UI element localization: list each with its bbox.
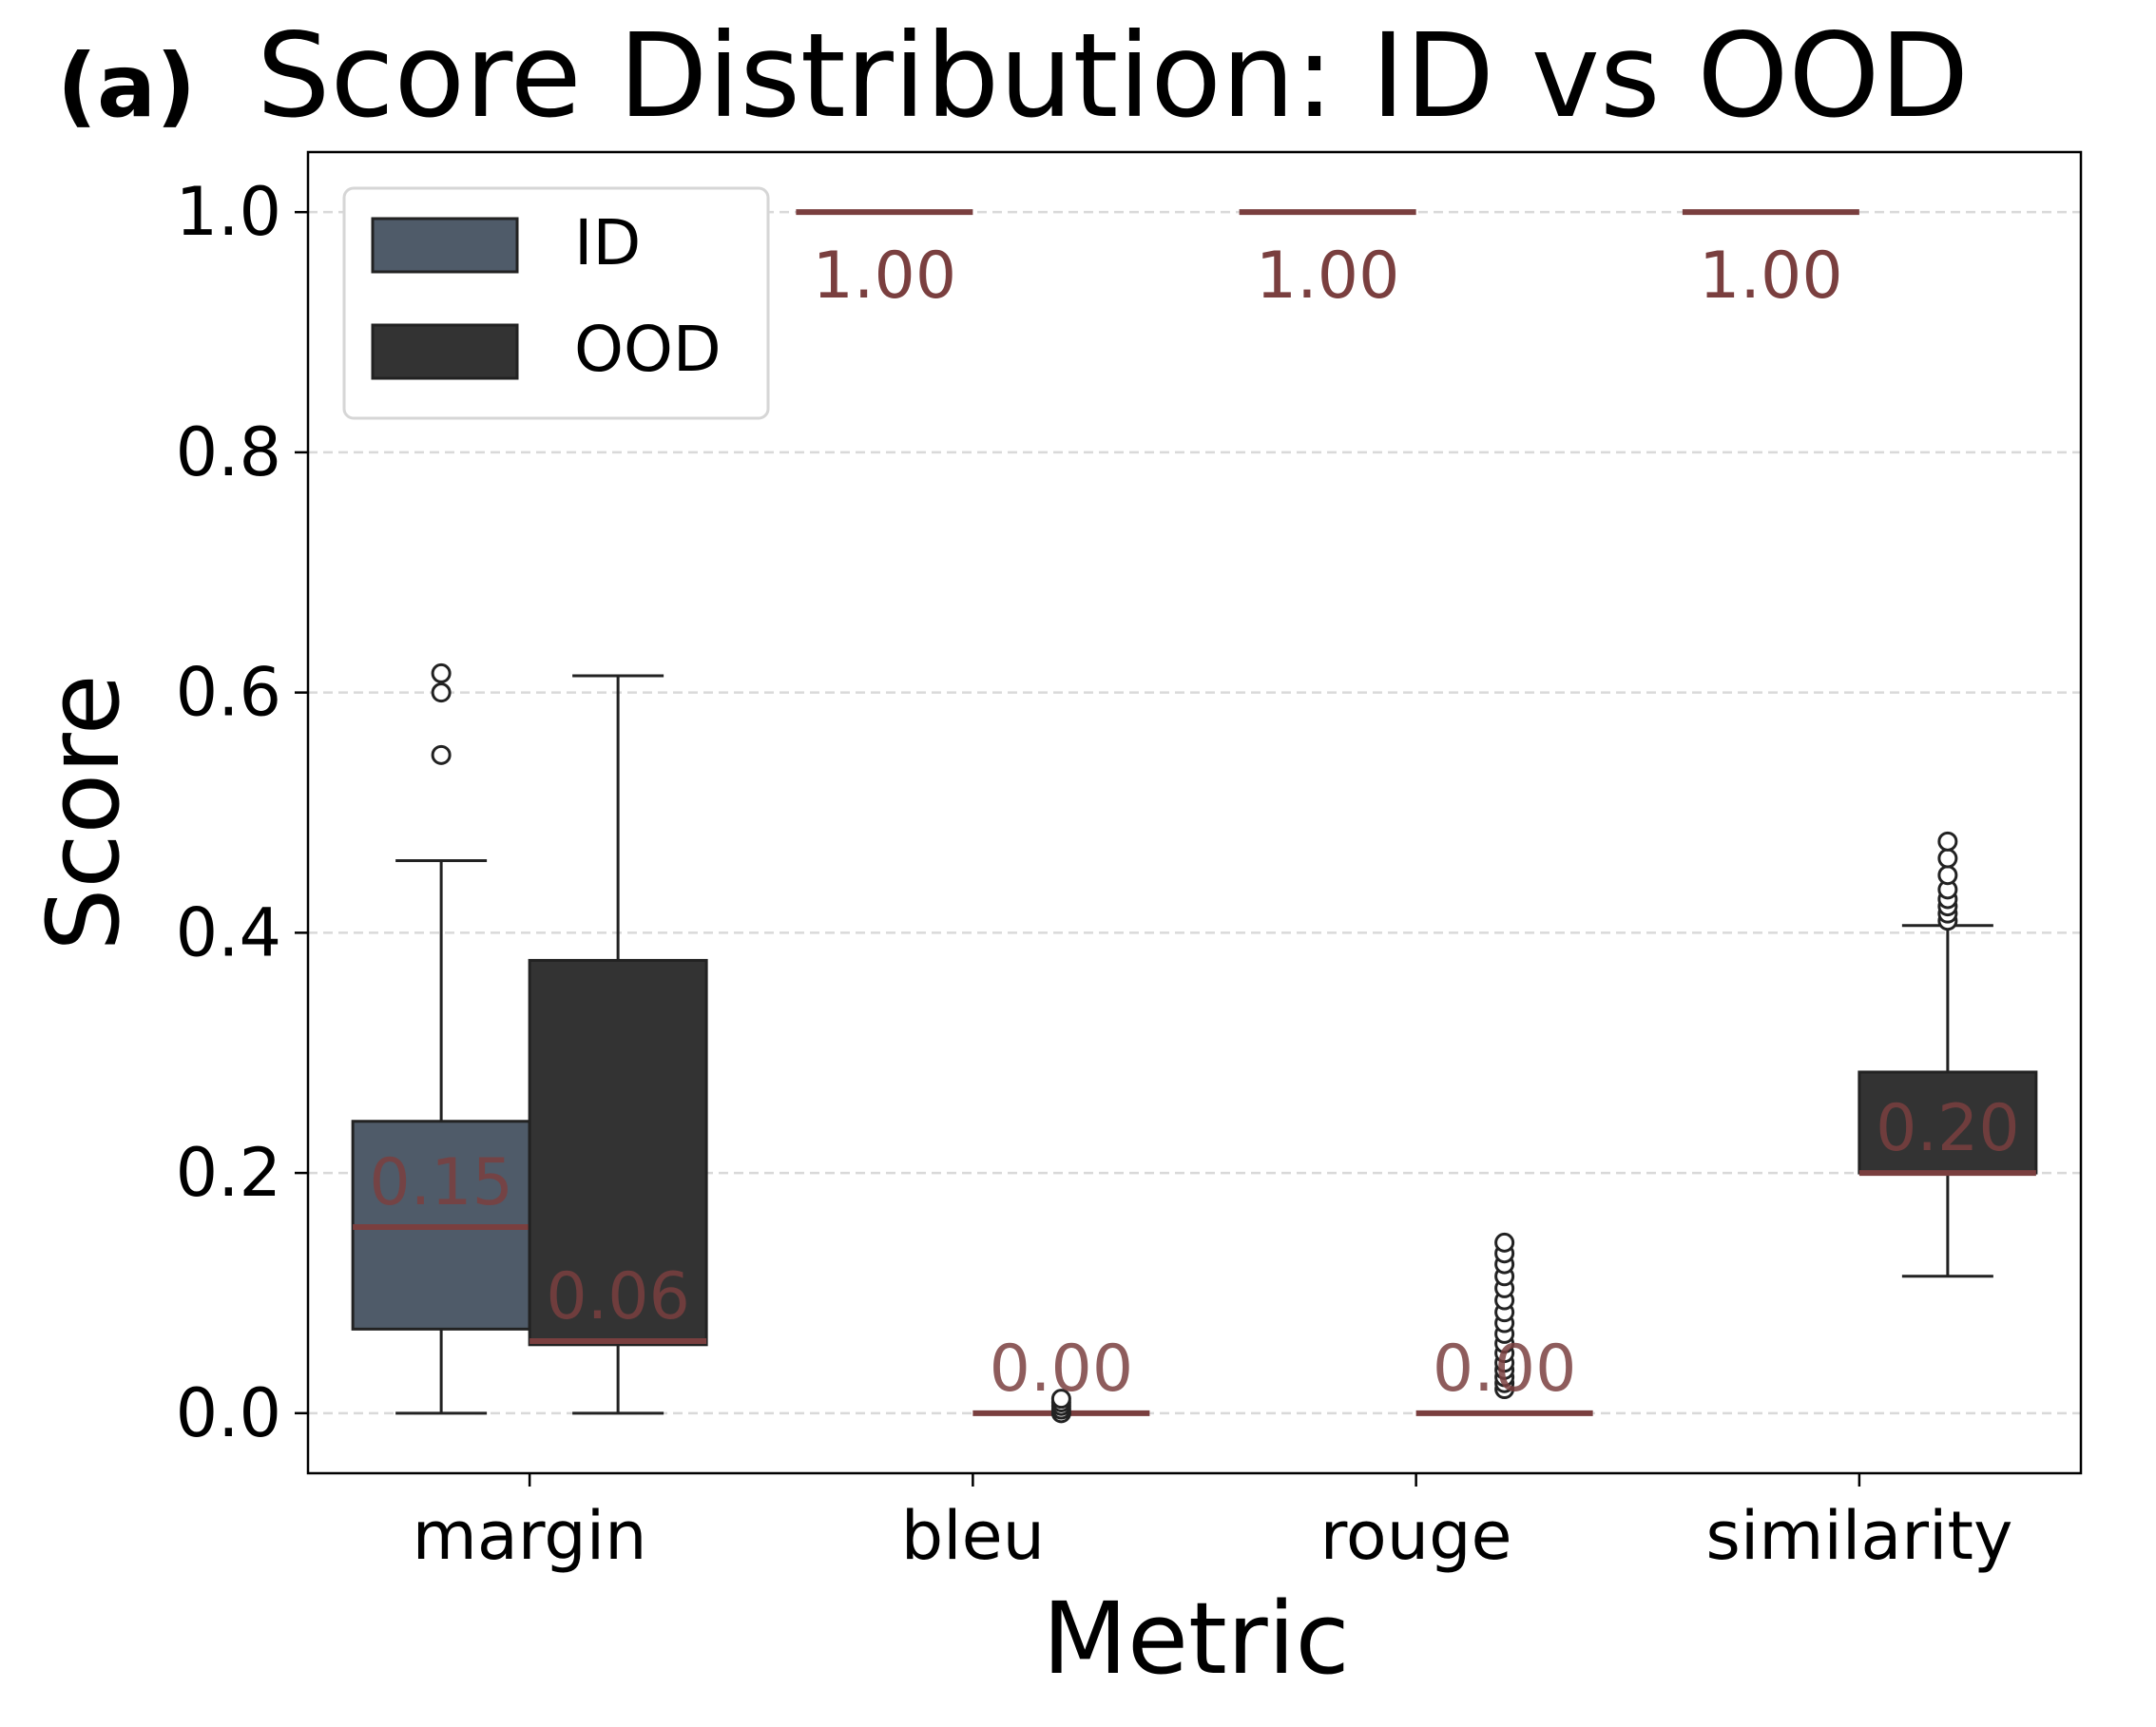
outlier-point [431,744,452,765]
box-ood-rouge [1415,1232,1593,1416]
outlier-point [431,662,452,683]
box-ood-similarity [1858,831,2038,1278]
x-axis-label: Metric [1042,1581,1349,1697]
median-label: 0.20 [1876,1091,2019,1166]
outlier-point [1494,1232,1515,1253]
legend-label-id: ID [574,206,641,279]
x-tick-label: margin [413,1497,647,1575]
outlier-point [1050,1389,1071,1410]
median-label: 0.00 [1433,1332,1576,1407]
y-axis: 0.0 0.2 0.4 0.6 0.8 1.0 [176,173,308,1452]
median-labels: 0.15 1.00 1.00 1.00 0.06 0.00 0.00 0.20 [369,239,2019,1407]
outlier-point [1937,831,1958,852]
box-id-margin [351,662,531,1415]
median-label: 1.00 [1699,239,1842,314]
outlier-point [431,682,452,703]
outlier-point [1937,848,1958,869]
median-label: 0.00 [990,1332,1133,1407]
median-label: 0.06 [546,1259,689,1334]
y-tick-label: 0.8 [176,413,281,491]
x-axis: margin bleu rouge similarity [413,1473,2012,1575]
box-body [528,958,708,1347]
box-plots [351,209,2038,1424]
plot-frame [306,150,2083,1475]
y-axis-label: Score [26,674,142,950]
legend-swatch-id [371,217,519,274]
panel-label: (a) [57,35,196,137]
chart-title: Score Distribution: ID vs OOD [257,9,1969,144]
box-ood-bleu [972,1389,1150,1424]
outlier-point [1937,865,1958,886]
legend-swatch-ood [371,323,519,380]
median-label: 0.15 [369,1145,512,1220]
legend-label-ood: OOD [574,313,722,386]
y-tick-label: 0.6 [176,654,281,732]
y-tick-label: 1.0 [176,173,281,251]
y-tick-label: 0.4 [176,893,281,971]
y-tick-label: 0.0 [176,1374,281,1452]
x-tick-label: bleu [901,1497,1045,1575]
x-tick-label: similarity [1705,1497,2012,1575]
legend: ID OOD [342,186,770,420]
box-ood-margin [528,674,708,1415]
x-tick-label: rouge [1320,1497,1512,1575]
median-label: 1.00 [1256,239,1399,314]
median-label: 1.00 [813,239,956,314]
y-tick-label: 0.2 [176,1134,281,1212]
box-body [1858,1070,2038,1175]
